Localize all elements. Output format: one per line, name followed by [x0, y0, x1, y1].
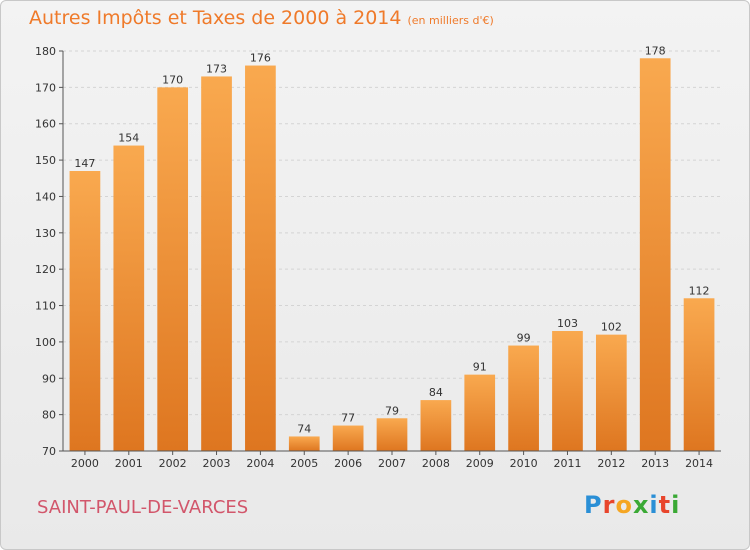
bar-2009 [464, 374, 496, 451]
x-tick-label-2014: 2014 [685, 457, 713, 470]
data-label-2013: 178 [645, 44, 666, 57]
bars [69, 58, 715, 452]
x-tick-label-2009: 2009 [466, 457, 494, 470]
bar-2005 [288, 436, 320, 451]
bar-2013 [639, 58, 671, 451]
chart-title-text: Autres Impôts et Taxes de 2000 à 2014 [29, 7, 402, 29]
x-tick-label-2000: 2000 [71, 457, 99, 470]
bar-2007 [376, 418, 408, 451]
x-tick-label-2008: 2008 [422, 457, 450, 470]
data-label-2004: 176 [250, 52, 271, 65]
data-label-2001: 154 [118, 132, 139, 145]
x-tick-label-2003: 2003 [203, 457, 231, 470]
logo-letter: x [632, 491, 650, 519]
x-tick-label-2010: 2010 [510, 457, 538, 470]
bar-2006 [332, 425, 364, 451]
y-tick-label: 110 [35, 300, 56, 313]
y-tick-label: 140 [35, 190, 56, 203]
proxiti-logo: Proxiti [584, 491, 680, 519]
y-tick-label: 70 [42, 445, 56, 458]
bar-2014 [683, 298, 715, 451]
data-label-2008: 84 [429, 386, 443, 399]
x-tick-label-2001: 2001 [115, 457, 143, 470]
data-label-2012: 102 [601, 321, 622, 334]
y-tick-label: 180 [35, 45, 56, 58]
city-name: SAINT-PAUL-DE-VARCES [37, 497, 249, 518]
logo-letter: r [602, 491, 616, 519]
x-tick-label-2002: 2002 [159, 457, 187, 470]
y-tick-label: 80 [42, 409, 56, 422]
y-tick-label: 130 [35, 227, 56, 240]
data-label-2006: 77 [341, 412, 355, 425]
x-tick-label-2013: 2013 [641, 457, 669, 470]
x-tick-label-2004: 2004 [246, 457, 274, 470]
data-labels: 147 154 170 173 176 74 77 79 84 91 99 103 102 178 112 [74, 44, 709, 435]
bar-2011 [552, 331, 583, 451]
x-tick-label-2011: 2011 [553, 457, 581, 470]
x-tick-label-2012: 2012 [597, 457, 625, 470]
bar-2008 [420, 400, 452, 451]
x-tick-label-2005: 2005 [290, 457, 318, 470]
data-label-2003: 173 [206, 62, 227, 75]
data-label-2014: 112 [689, 284, 710, 297]
logo-letter: i [649, 491, 659, 519]
logo-letter: o [615, 491, 633, 519]
data-label-2007: 79 [385, 404, 399, 417]
data-label-2011: 103 [557, 317, 578, 330]
y-tick-label: 90 [42, 372, 56, 385]
x-tick-label-2006: 2006 [334, 457, 362, 470]
y-tick-label: 170 [35, 81, 56, 94]
data-label-2002: 170 [162, 73, 183, 86]
bar-2002 [157, 87, 189, 451]
data-label-2009: 91 [473, 361, 487, 374]
logo-letter: i [671, 491, 681, 519]
chart-title: Autres Impôts et Taxes de 2000 à 2014 (en… [29, 7, 494, 29]
y-tick-label: 120 [35, 263, 56, 276]
data-label-2005: 74 [297, 422, 311, 435]
logo-letter: t [658, 491, 672, 519]
y-tick-label: 160 [35, 118, 56, 131]
bar-2010 [508, 345, 539, 451]
y-tick-label: 150 [35, 154, 56, 167]
chart-unit: (en milliers d'€) [407, 14, 494, 27]
x-tick-label-2007: 2007 [378, 457, 406, 470]
bar-2004 [245, 65, 276, 451]
logo-letter: P [584, 491, 603, 519]
bar-2000 [69, 171, 101, 451]
bar-2001 [113, 145, 145, 451]
bar-2003 [201, 76, 232, 452]
axes: 70 80 90 100 110 120 130 140 150 160 170 180 2000 200… [35, 45, 721, 470]
y-tick-label: 100 [35, 336, 56, 349]
data-label-2010: 99 [517, 332, 531, 345]
bar-2012 [595, 334, 627, 451]
data-label-2000: 147 [74, 157, 95, 170]
